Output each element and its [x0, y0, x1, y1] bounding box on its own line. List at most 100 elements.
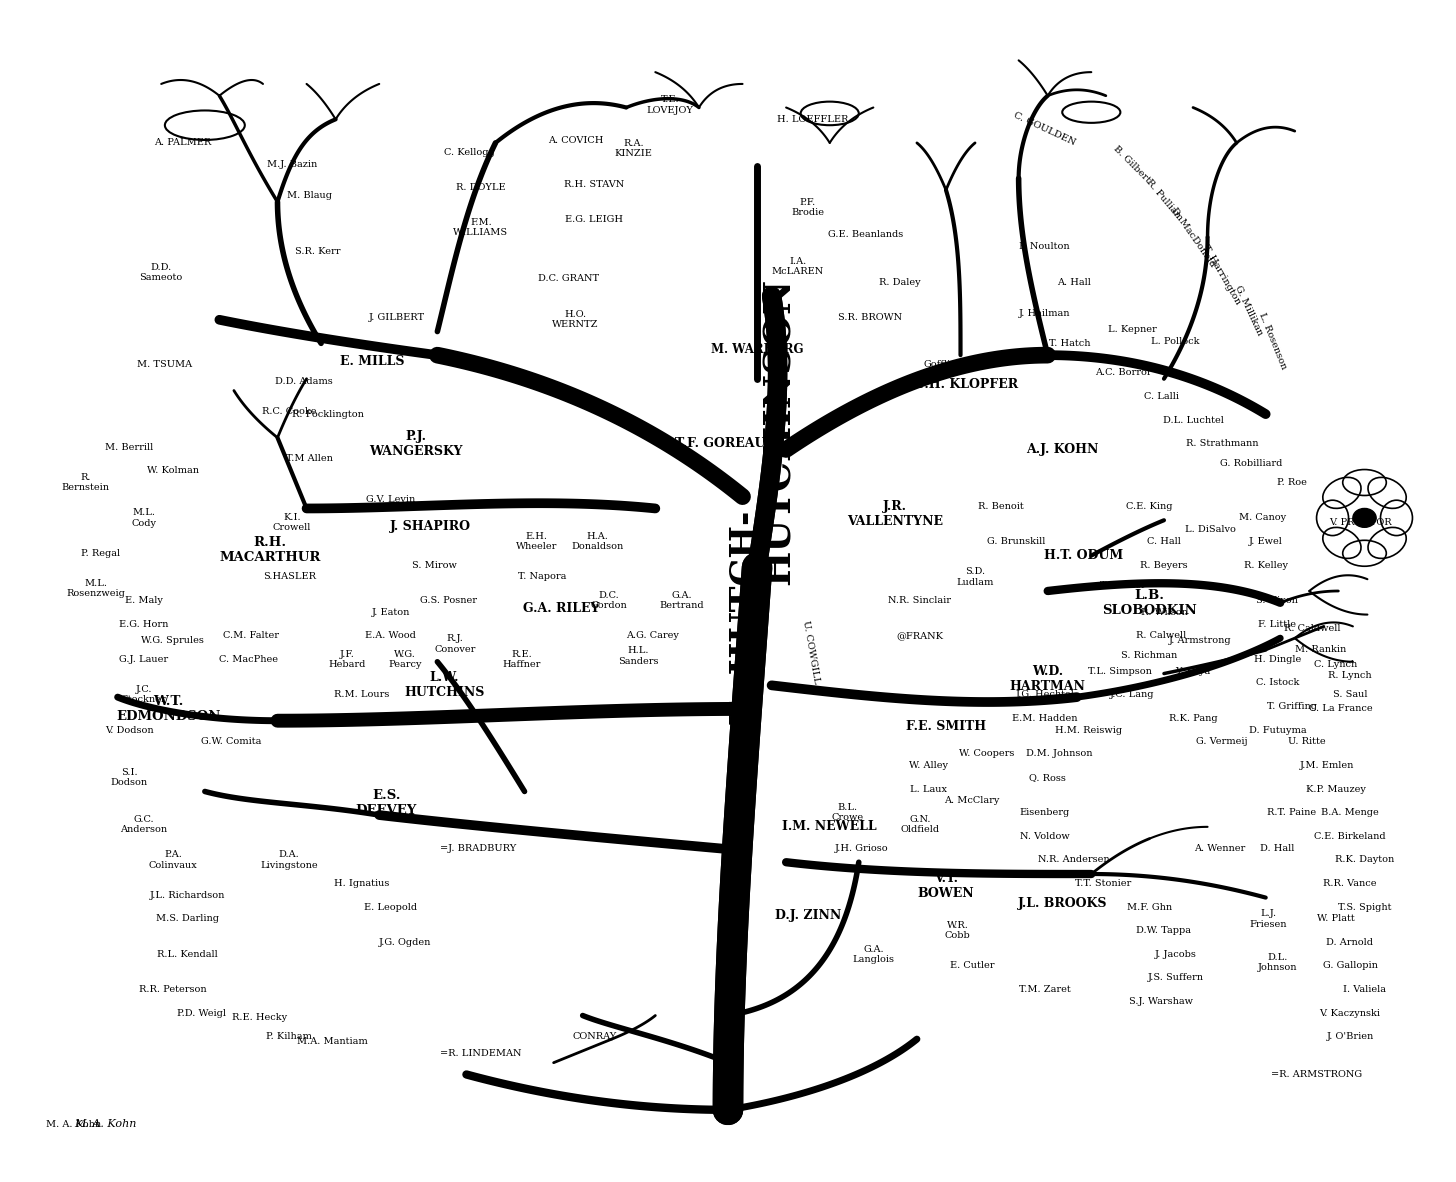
Text: W. Alley: W. Alley — [909, 761, 948, 769]
Text: J.H. Grioso: J.H. Grioso — [834, 844, 888, 852]
Text: C. Kellogg: C. Kellogg — [444, 148, 495, 157]
Text: T. Hatch: T. Hatch — [1048, 339, 1091, 348]
Text: R.E. Hecky: R.E. Hecky — [233, 1013, 288, 1022]
Text: V. Kaczynski: V. Kaczynski — [1319, 1008, 1380, 1018]
Circle shape — [1353, 508, 1376, 527]
Text: H. Ignatius: H. Ignatius — [333, 879, 389, 888]
Text: D.D.
Sameoto: D.D. Sameoto — [140, 262, 183, 282]
Text: R. Benoit: R. Benoit — [978, 501, 1024, 511]
Text: A.J. KOHN: A.J. KOHN — [1026, 443, 1098, 456]
Text: C. Lalli: C. Lalli — [1143, 392, 1178, 401]
Text: E.G. Horn: E.G. Horn — [119, 619, 169, 629]
Text: W. Platt: W. Platt — [1316, 915, 1354, 923]
Text: C. MacPhee: C. MacPhee — [218, 655, 278, 664]
Text: D.A.
Livingstone: D.A. Livingstone — [261, 850, 317, 870]
Text: F.M.
WILLIAMS: F.M. WILLIAMS — [453, 219, 508, 238]
Text: R.E.
Haffner: R.E. Haffner — [502, 650, 540, 669]
Text: G.S. Posner: G.S. Posner — [421, 596, 478, 605]
Text: R. Daley: R. Daley — [878, 278, 920, 286]
Text: H.A.
Donaldson: H.A. Donaldson — [571, 532, 623, 551]
Text: G.N.
Oldfield: G.N. Oldfield — [900, 814, 939, 834]
Text: M. Blaug: M. Blaug — [287, 191, 332, 201]
Text: J. O'Brien: J. O'Brien — [1326, 1032, 1373, 1041]
Text: A. PALMER: A. PALMER — [154, 138, 211, 148]
Text: T.L. Simpson: T.L. Simpson — [1089, 667, 1152, 676]
Text: D.C. GRANT: D.C. GRANT — [537, 274, 598, 282]
Text: G.V. Levin: G.V. Levin — [367, 494, 415, 504]
Text: L.J.
Friesen: L.J. Friesen — [1249, 909, 1287, 929]
Text: D. Arnold: D. Arnold — [1326, 937, 1373, 947]
Text: D. Hall: D. Hall — [1259, 844, 1294, 852]
Text: T.M Allen: T.M Allen — [285, 454, 333, 463]
Text: I.A.
McLAREN: I.A. McLAREN — [772, 256, 824, 277]
Text: K.P. Mauzey: K.P. Mauzey — [1306, 785, 1366, 793]
Text: I. Valiela: I. Valiela — [1342, 985, 1386, 994]
Text: R. Pocklington: R. Pocklington — [293, 410, 364, 418]
Text: S. Nixon: S. Nixon — [1257, 596, 1299, 605]
Text: R.H.
MACARTHUR: R.H. MACARTHUR — [220, 535, 320, 564]
Text: P.A.
Colinvaux: P.A. Colinvaux — [149, 850, 197, 870]
Text: J.G. Hechtel: J.G. Hechtel — [1015, 690, 1075, 700]
Text: S.J. Warshaw: S.J. Warshaw — [1128, 996, 1192, 1006]
Text: U. Ritte: U. Ritte — [1287, 738, 1325, 747]
Text: G. Brunskill: G. Brunskill — [987, 537, 1045, 546]
Text: R.J.
Conover: R.J. Conover — [434, 635, 476, 654]
Text: D. MacDonald: D. MacDonald — [1169, 206, 1217, 268]
Text: M.J. Bazin: M.J. Bazin — [266, 160, 317, 169]
Text: S.HASLER: S.HASLER — [262, 572, 316, 582]
Text: R.R. Vance: R.R. Vance — [1324, 879, 1377, 888]
Text: J. Jacobs: J. Jacobs — [1155, 949, 1197, 959]
Text: E. Leopold: E. Leopold — [364, 903, 418, 911]
Text: D.L. Luchtel: D.L. Luchtel — [1162, 416, 1223, 424]
Text: N. Voldow: N. Voldow — [1019, 832, 1070, 840]
Text: N.R. Andersen: N.R. Andersen — [1038, 856, 1109, 864]
Text: V.T.
BOWEN: V.T. BOWEN — [917, 872, 974, 900]
Text: J.R.
VALLENTYNE: J.R. VALLENTYNE — [847, 500, 943, 528]
Text: P. Roe: P. Roe — [1277, 478, 1307, 487]
Text: G. Vermeij: G. Vermeij — [1197, 738, 1248, 747]
Text: S. Mirow: S. Mirow — [412, 560, 457, 570]
Text: T.T. Stonier: T.T. Stonier — [1075, 879, 1131, 888]
Text: D.W. Tappa: D.W. Tappa — [1137, 927, 1191, 935]
Text: D.D. Adams: D.D. Adams — [275, 377, 332, 385]
Text: R.R. Peterson: R.R. Peterson — [140, 985, 207, 994]
Text: C.M. Falter: C.M. Falter — [223, 631, 280, 641]
Text: L.B.
SLOBODKIN: L.B. SLOBODKIN — [1102, 589, 1197, 617]
Text: E. MILLS: E. MILLS — [339, 355, 405, 368]
Text: R.C. Cooke: R.C. Cooke — [262, 408, 316, 416]
Text: G.C.
Anderson: G.C. Anderson — [121, 814, 167, 834]
Text: R.K. Dayton: R.K. Dayton — [1335, 856, 1395, 864]
Text: J. Eaton: J. Eaton — [371, 608, 411, 617]
Text: H. LOEFFLER: H. LOEFFLER — [776, 115, 847, 124]
Text: C. GOULDEN: C. GOULDEN — [1012, 110, 1077, 147]
Text: P. Kilham: P. Kilham — [266, 1032, 312, 1041]
Text: J.L. BROOKS: J.L. BROOKS — [1018, 897, 1107, 910]
Text: J. Armstrong: J. Armstrong — [1169, 636, 1232, 645]
Text: D.C.
Gordon: D.C. Gordon — [591, 591, 628, 610]
Text: L. Kepner: L. Kepner — [1108, 325, 1156, 333]
Text: Eisenberg: Eisenberg — [1019, 808, 1070, 817]
Text: E.S.
DEEVEY: E.S. DEEVEY — [355, 790, 418, 817]
Text: M.A. Mantiam: M.A. Mantiam — [297, 1037, 368, 1046]
Text: C. Hall: C. Hall — [1147, 537, 1181, 546]
Text: M.L.
Cody: M.L. Cody — [131, 508, 156, 527]
Text: J.F.
Hebard: J.F. Hebard — [329, 650, 365, 669]
Text: J.S. Suffern: J.S. Suffern — [1147, 973, 1204, 982]
Text: D.M. Johnson: D.M. Johnson — [1026, 749, 1092, 758]
Text: =R. ARMSTRONG: =R. ARMSTRONG — [1271, 1070, 1363, 1079]
Text: W. Coopers: W. Coopers — [960, 749, 1015, 758]
Text: L.W.
HUTCHINS: L.W. HUTCHINS — [405, 671, 485, 700]
Text: T.E.
LOVEJOY: T.E. LOVEJOY — [646, 96, 693, 115]
Text: P.F.
Brodie: P.F. Brodie — [792, 199, 824, 217]
Text: W.D.
HARTMAN: W.D. HARTMAN — [1010, 665, 1086, 694]
Text: T. Hellier: T. Hellier — [1101, 580, 1146, 590]
Text: L. Pollock: L. Pollock — [1152, 337, 1200, 345]
Text: H.M. Reiswig: H.M. Reiswig — [1054, 726, 1123, 735]
Text: M. TSUMA: M. TSUMA — [137, 361, 192, 369]
Text: W.G. Sprules: W.G. Sprules — [141, 636, 204, 645]
Text: HUTCHINSON: HUTCHINSON — [760, 278, 798, 585]
Text: T.S. Spight: T.S. Spight — [1338, 903, 1392, 911]
Text: M. A. Kohn: M. A. Kohn — [47, 1119, 102, 1129]
Text: V. PROCTOR: V. PROCTOR — [1329, 518, 1392, 527]
Text: G.E. HUTCH-: G.E. HUTCH- — [728, 511, 763, 766]
